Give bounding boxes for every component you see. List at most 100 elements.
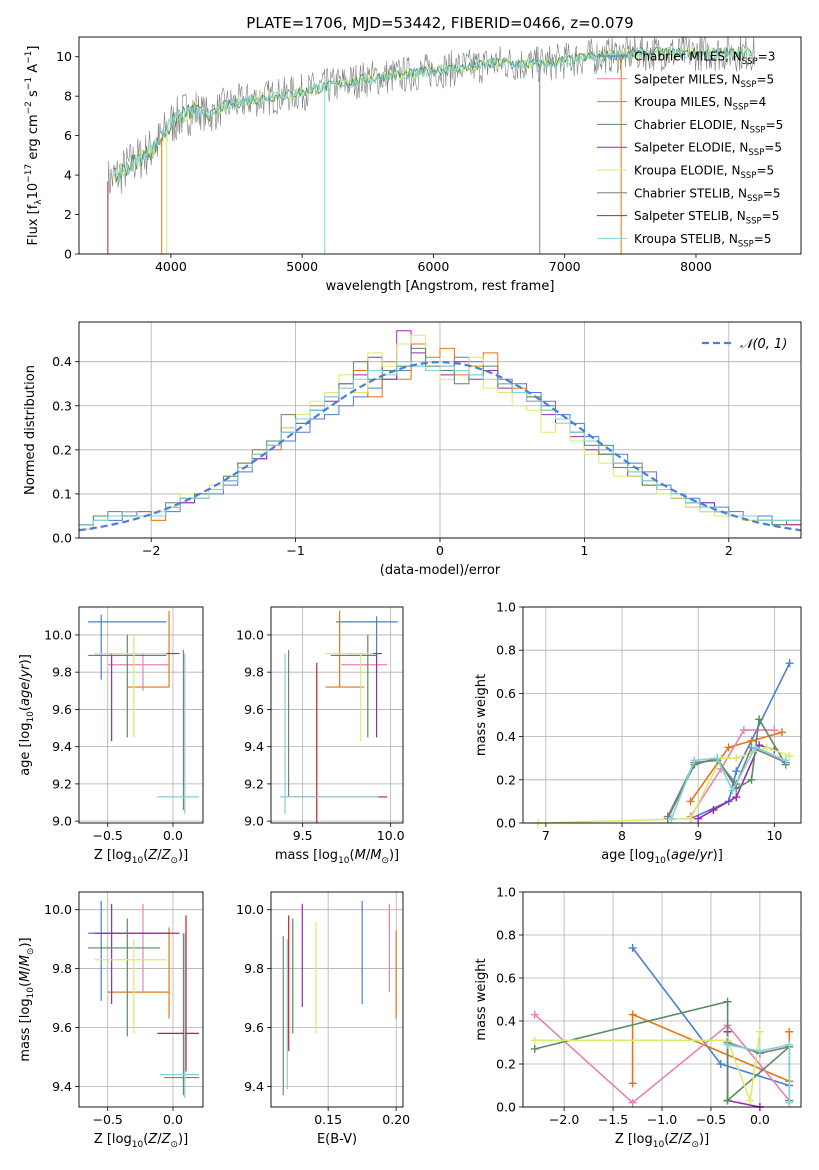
weight-series-line — [538, 746, 790, 824]
weight-marker — [709, 806, 718, 815]
residual-distribution-xlabel: (data-model)/error — [380, 563, 501, 578]
x-tick-label: 9.5 — [293, 828, 313, 843]
y-tick-label: 9.8 — [52, 665, 72, 680]
errorbar-point — [330, 634, 377, 738]
x-tick-label: 2 — [725, 543, 733, 558]
age-vs-mass-axes: 9.5 10.0 9.0 9.2 9.4 9.6 9.8 10.0 — [236, 607, 405, 843]
weight-marker — [755, 1027, 764, 1036]
weight-marker — [755, 1047, 764, 1056]
y-tick-label: 9.6 — [244, 702, 264, 717]
y-tick-label: 0.2 — [496, 772, 516, 787]
x-tick-label: 0.0 — [750, 1112, 770, 1127]
y-tick-label: 9.4 — [52, 1079, 72, 1094]
weight-vs-Z-ylabel: mass weight — [474, 958, 489, 1040]
weight-vs-age-axes: 7 8 9 10 0.0 0.2 0.4 0.6 0.8 1.0 — [496, 600, 801, 843]
y-tick-label: 9.6 — [52, 702, 72, 717]
errorbar-point — [88, 614, 167, 680]
weight-marker — [716, 1060, 725, 1068]
weight-marker — [530, 1044, 539, 1053]
x-tick-label: −1.0 — [647, 1112, 677, 1127]
y-tick-label: 10.0 — [236, 902, 264, 917]
model-spectrum-line — [113, 47, 753, 183]
y-tick-label: 9.4 — [244, 739, 264, 754]
y-tick-label: 0.3 — [52, 398, 72, 413]
errorbar-point — [94, 903, 180, 1004]
weight-marker — [628, 1079, 637, 1088]
residual-distribution-frame — [78, 321, 802, 539]
y-tick-label: 9.0 — [52, 814, 72, 829]
x-tick-label: 0 — [436, 543, 444, 558]
weight-marker — [530, 1010, 539, 1019]
y-tick-label: 2 — [64, 207, 72, 222]
y-tick-label: 8 — [64, 89, 72, 104]
legend-label: Kroupa ELODIE, NSSP=5 — [634, 164, 774, 182]
legend-label: Salpeter ELODIE, NSSP=5 — [634, 141, 782, 159]
x-tick-label: 4000 — [155, 259, 187, 274]
weight-marker — [785, 752, 794, 761]
y-tick-label: 9.2 — [52, 776, 72, 791]
weight-vs-Z-xlabel: Z [log10(Z/Z⊙)] — [615, 1132, 709, 1150]
y-tick-label: 0.4 — [496, 1014, 516, 1029]
errorbar-point — [157, 649, 200, 810]
age-vs-Z-ylabel: age [log10(age/yr)] — [18, 654, 36, 776]
mass-vs-Z-ylabel: mass [log10(M/M⊙)] — [18, 937, 36, 1061]
weight-series-line — [727, 1043, 791, 1103]
x-tick-label: 0.20 — [382, 1112, 410, 1127]
weight-marker — [785, 1098, 794, 1107]
legend-label: Chabrier MILES, NSSP=3 — [634, 50, 775, 68]
age-vs-mass-frame — [270, 606, 404, 824]
y-tick-label: 4 — [64, 168, 72, 183]
y-tick-label: 0.6 — [496, 971, 516, 986]
histogram-series — [79, 361, 801, 526]
weight-marker — [785, 659, 794, 668]
figure-title: PLATE=1706, MJD=53442, FIBERID=0466, z=0… — [246, 14, 633, 32]
weight-marker — [628, 943, 637, 952]
errorbar-point — [341, 653, 388, 673]
weight-marker — [732, 793, 741, 802]
legend-label: Kroupa STELIB, NSSP=5 — [634, 232, 772, 250]
weight-vs-Z-frame — [522, 891, 802, 1108]
y-tick-label: 9.8 — [244, 961, 264, 976]
y-tick-label: 10.0 — [44, 902, 72, 917]
y-tick-label: 9.8 — [52, 961, 72, 976]
legend-label: Salpeter MILES, NSSP=5 — [634, 72, 774, 90]
y-tick-label: 0.2 — [496, 1057, 516, 1072]
weight-marker — [724, 743, 733, 752]
legend-label: Chabrier ELODIE, NSSP=5 — [634, 118, 783, 136]
y-tick-label: 9.8 — [244, 665, 264, 680]
y-tick-label: 0.6 — [496, 686, 516, 701]
weight-series-line — [666, 716, 787, 820]
x-tick-label: 0.0 — [163, 1112, 183, 1127]
weight-marker — [747, 775, 756, 784]
weight-marker — [785, 1040, 794, 1049]
weight-series-line — [534, 1000, 790, 1103]
weight-marker — [667, 814, 676, 823]
errorbar-point — [88, 634, 167, 738]
legend-label: Salpeter STELIB, NSSP=5 — [634, 209, 779, 227]
residual-distribution-ylabel: Normed distribution — [23, 365, 38, 495]
weight-marker — [694, 814, 703, 823]
x-tick-label: −1.5 — [598, 1112, 628, 1127]
errorbar-point — [94, 634, 167, 738]
weight-series-line — [689, 729, 775, 817]
errorbar-point — [107, 653, 170, 691]
weight-marker — [755, 715, 764, 724]
errorbar-point — [159, 933, 200, 1099]
weight-marker — [728, 786, 737, 795]
y-tick-label: 0.2 — [52, 442, 72, 457]
x-tick-label: 7 — [542, 828, 550, 843]
weight-marker — [686, 814, 695, 823]
errorbar-point — [336, 616, 398, 654]
weight-marker — [723, 1040, 732, 1049]
spectrum-axes: 4000 5000 6000 7000 8000 0 2 4 6 8 10 — [56, 49, 712, 274]
weight-series-line — [534, 1013, 790, 1104]
weight-marker — [690, 756, 699, 765]
legend-label: Chabrier STELIB, NSSP=5 — [634, 186, 781, 204]
age-vs-Z-axes: −0.5 0.0 9.0 9.2 9.4 9.6 9.8 10.0 — [44, 607, 203, 843]
y-tick-label: 6 — [64, 128, 72, 143]
x-tick-label: 10 — [766, 828, 782, 843]
weight-marker — [751, 743, 760, 752]
weight-marker — [732, 754, 741, 763]
model-spectrum-line — [112, 46, 753, 184]
y-tick-label: 0.0 — [52, 531, 72, 546]
